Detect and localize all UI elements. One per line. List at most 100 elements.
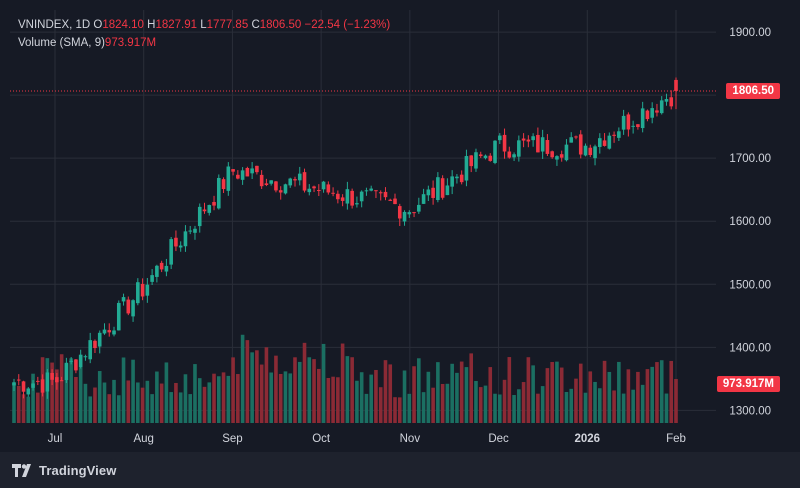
volume-bar — [197, 378, 202, 423]
volume-bar — [293, 357, 297, 423]
x-tick-label: Feb — [666, 433, 686, 445]
volume-bar — [64, 364, 69, 423]
candle-body — [493, 140, 497, 163]
volume-bar — [559, 367, 564, 423]
volume-bar — [188, 394, 193, 423]
candle-body — [178, 245, 183, 248]
volume-bar — [69, 358, 73, 423]
volume-bar — [578, 363, 583, 423]
candle-body — [250, 168, 254, 174]
candle-body — [655, 110, 659, 113]
volume-bar — [283, 371, 288, 423]
volume-bar — [169, 392, 173, 423]
candle-body — [202, 209, 207, 212]
volume-label: Volume (SMA, 9) — [18, 37, 105, 49]
candle-body — [450, 176, 454, 187]
candle-body — [621, 115, 626, 130]
candle-body — [307, 188, 312, 193]
candle-body — [40, 379, 45, 393]
x-tick-label: Jul — [48, 433, 63, 445]
candle-body — [193, 228, 197, 233]
volume-bar — [126, 380, 131, 423]
candle-body — [597, 138, 602, 147]
candle-body — [55, 377, 59, 383]
volume-bar — [350, 357, 354, 423]
volume-bar — [374, 369, 378, 423]
volume-bar — [526, 357, 531, 423]
candle-body — [617, 131, 621, 138]
price-chart[interactable]: 1300.001400.001500.001600.001700.001800.… — [0, 0, 800, 452]
open-value: 1824.10 — [102, 19, 144, 31]
volume-bar — [274, 355, 278, 423]
candle-body — [378, 192, 383, 194]
volume-bar — [321, 343, 326, 423]
candle-body — [293, 179, 297, 181]
candle-body — [274, 181, 278, 191]
volume-bar — [288, 373, 293, 423]
candle-body — [659, 100, 664, 114]
y-tick-label: 1500.00 — [729, 279, 771, 291]
volume-bar — [640, 384, 645, 423]
candle-body — [174, 237, 178, 247]
candle-body — [526, 139, 531, 142]
candle-body — [169, 239, 173, 265]
candle-body — [559, 154, 564, 158]
volume-bar — [16, 385, 21, 423]
volume-bar — [645, 369, 650, 423]
volume-bar — [474, 380, 478, 423]
candle-body — [612, 134, 616, 136]
candle-body — [374, 190, 378, 192]
candle-body — [164, 265, 169, 272]
candle-body — [288, 178, 293, 186]
volume-bar — [178, 392, 183, 423]
volume-bar — [121, 357, 126, 423]
candle-body — [159, 262, 164, 270]
candle-body — [240, 170, 245, 180]
candle-body — [116, 302, 121, 331]
tradingview-logo[interactable]: TradingView — [12, 463, 116, 478]
volume-bar — [574, 378, 578, 423]
candle-body — [12, 382, 16, 386]
volume-bar — [397, 397, 402, 423]
volume-value: 973.917M — [104, 37, 157, 49]
chart-area[interactable]: 1300.001400.001500.001600.001700.001800.… — [0, 0, 800, 452]
candle-body — [440, 178, 445, 198]
candle-body — [231, 169, 235, 172]
volume-bar — [445, 383, 450, 423]
volume-bar — [83, 383, 88, 423]
footer: TradingView — [0, 452, 800, 488]
volume-bar — [488, 367, 493, 423]
x-tick-label: Oct — [312, 433, 331, 445]
candle-body — [355, 203, 359, 205]
candle-body — [436, 177, 440, 201]
candle-body — [245, 167, 250, 177]
candle-body — [602, 140, 607, 146]
candle-body — [126, 299, 131, 314]
volume-bar — [312, 359, 316, 423]
candle-body — [388, 199, 393, 201]
candle-body — [269, 180, 273, 184]
x-tick-label: 2026 — [574, 433, 600, 445]
volume-bar — [464, 367, 469, 423]
candle-body — [297, 173, 302, 181]
volume-bar — [459, 361, 464, 423]
high-value: 1827.91 — [155, 19, 198, 31]
volume-bar — [659, 360, 664, 423]
volume-bar — [631, 389, 635, 423]
tradingview-icon — [12, 463, 31, 477]
volume-bar — [497, 394, 502, 423]
candle-body — [631, 125, 635, 127]
x-tick-label: Dec — [488, 433, 509, 445]
volume-bar — [359, 372, 364, 423]
candle-body — [550, 151, 554, 158]
volume-bar — [236, 374, 240, 423]
volume-bar — [493, 393, 497, 423]
volume-bar — [345, 356, 350, 423]
volume-bar — [207, 382, 212, 423]
volume-bar — [159, 383, 164, 423]
candle-body — [445, 185, 450, 196]
candle-body — [650, 108, 654, 118]
candle-body — [188, 230, 193, 232]
low-value: 1777.85 — [206, 19, 249, 31]
volume-bar — [231, 357, 235, 423]
